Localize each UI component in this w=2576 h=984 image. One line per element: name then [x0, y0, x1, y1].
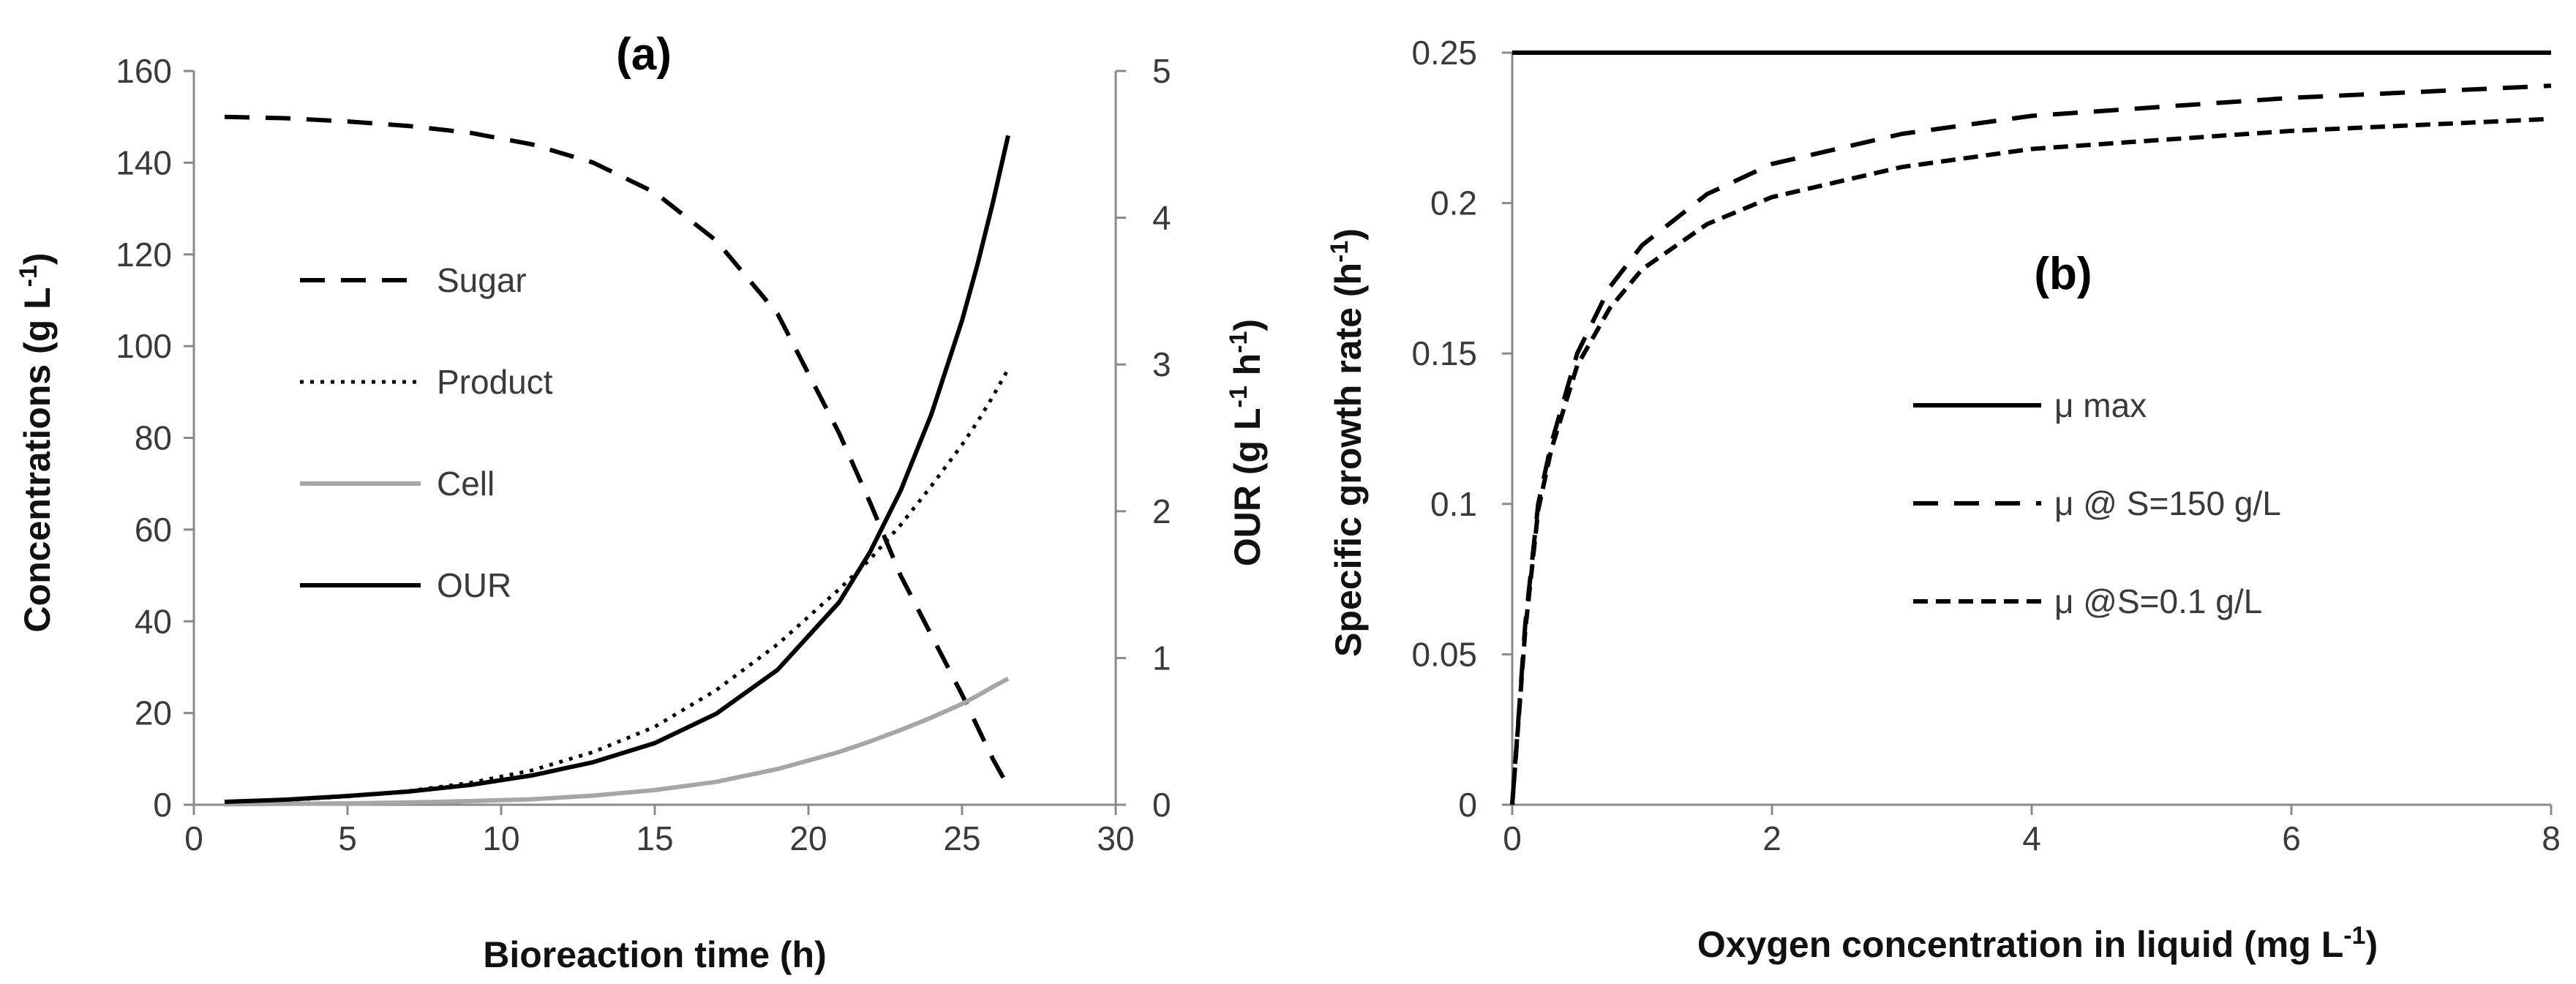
panel-a-x-tick-label: 10 — [482, 819, 519, 857]
panel-a-right-y-axis-title: OUR (g L-1 h-1) — [1225, 319, 1268, 566]
panel-b-y-tick-label: 0.1 — [1430, 485, 1477, 523]
panel-b-plot-area: 0 2 4 6 8 0 0.05 0.1 0.15 0.2 0.25 μ max μ @ S=150 g… — [1411, 34, 2560, 857]
panel-b-x-tick-label: 4 — [2022, 819, 2041, 857]
panel-b-x-tick-label: 2 — [1762, 819, 1781, 857]
panel-a-x-tick-label: 15 — [636, 819, 673, 857]
panel-a-right-y-tick-label: 0 — [1152, 786, 1171, 824]
panel-a-left-y-tick-label: 0 — [153, 786, 172, 824]
panel-b-series-mu-s150-line — [1510, 83, 2552, 805]
panel-a-right-y-tick-label: 2 — [1152, 492, 1171, 530]
panel-b-y-tick-label: 0 — [1458, 786, 1477, 824]
panel-a-series-our-line — [224, 135, 1010, 804]
panel-a-left-y-tick-label: 40 — [135, 602, 172, 640]
panel-a-series-cell-line — [224, 676, 1010, 807]
panel-b-x-tick-label: 8 — [2542, 819, 2561, 857]
panel-b-y-tick-label: 0.2 — [1430, 184, 1477, 222]
panel-a-series-sugar-line — [224, 114, 1010, 788]
panel-a-x-tick-label: 0 — [184, 819, 203, 857]
panel-a-left-y-tick-label: 160 — [116, 52, 172, 90]
panel-a-x-tick-label: 25 — [943, 819, 980, 857]
panel-a-right-y-tick-label: 4 — [1152, 199, 1171, 237]
panel-b-legend-label-mu-max: μ max — [2054, 386, 2147, 424]
panel-b-y-tick-label: 0.05 — [1411, 635, 1477, 673]
panel-a-legend-label-sugar: Sugar — [437, 261, 527, 299]
panel-a-left-y-axis-title: Concentrations (g L-1) — [15, 252, 58, 632]
panel-a-right-y-tick-label: 3 — [1152, 345, 1171, 383]
panel-b-series-mu-s01-line — [1510, 116, 2552, 805]
panel-b-y-tick-label: 0.25 — [1411, 34, 1477, 72]
panel-a-x-tick-label: 20 — [789, 819, 827, 857]
panel-b-label: (b) — [2034, 249, 2092, 299]
panel-b-x-axis-title: Oxygen concentration in liquid (mg L-1) — [1697, 922, 2378, 965]
panel-b-legend-label-mu-s01: μ @S=0.1 g/L — [2054, 582, 2262, 620]
panel-a-right-y-tick-label: 1 — [1152, 639, 1171, 677]
panel-a-left-y-tick-label: 100 — [116, 327, 172, 365]
panel-a-plot-area: 0 5 10 15 20 25 30 0 20 40 60 80 100 120 140 160 0 1 2 3 4 5 S… — [116, 52, 1171, 857]
panel-a-left-y-tick-label: 20 — [135, 694, 172, 732]
panel-a-legend-label-our: OUR — [437, 566, 511, 604]
panel-a-left-y-tick-label: 60 — [135, 511, 172, 549]
panel-a-right-y-tick-label: 5 — [1152, 52, 1171, 90]
panel-b-legend-label-mu-s150: μ @ S=150 g/L — [2054, 484, 2281, 522]
panel-a-x-tick-label: 5 — [338, 819, 357, 857]
panel-a-x-axis-title: Bioreaction time (h) — [483, 934, 826, 975]
panel-a-legend-label-product: Product — [437, 363, 553, 401]
panel-a-label: (a) — [616, 29, 672, 80]
panel-a-left-y-tick-label: 120 — [116, 236, 172, 274]
panel-a-left-y-tick-label: 140 — [116, 143, 172, 181]
panel-a-left-y-tick-label: 80 — [135, 419, 172, 457]
panel-b-y-tick-label: 0.15 — [1411, 334, 1477, 372]
panel-b-y-axis-title: Specific growth rate (h-1) — [1326, 228, 1369, 657]
panel-a-x-tick-label: 30 — [1097, 819, 1134, 857]
panel-a-legend-label-cell: Cell — [437, 465, 495, 503]
panel-b-x-tick-label: 0 — [1503, 819, 1522, 857]
panel-b-x-tick-label: 6 — [2282, 819, 2301, 857]
